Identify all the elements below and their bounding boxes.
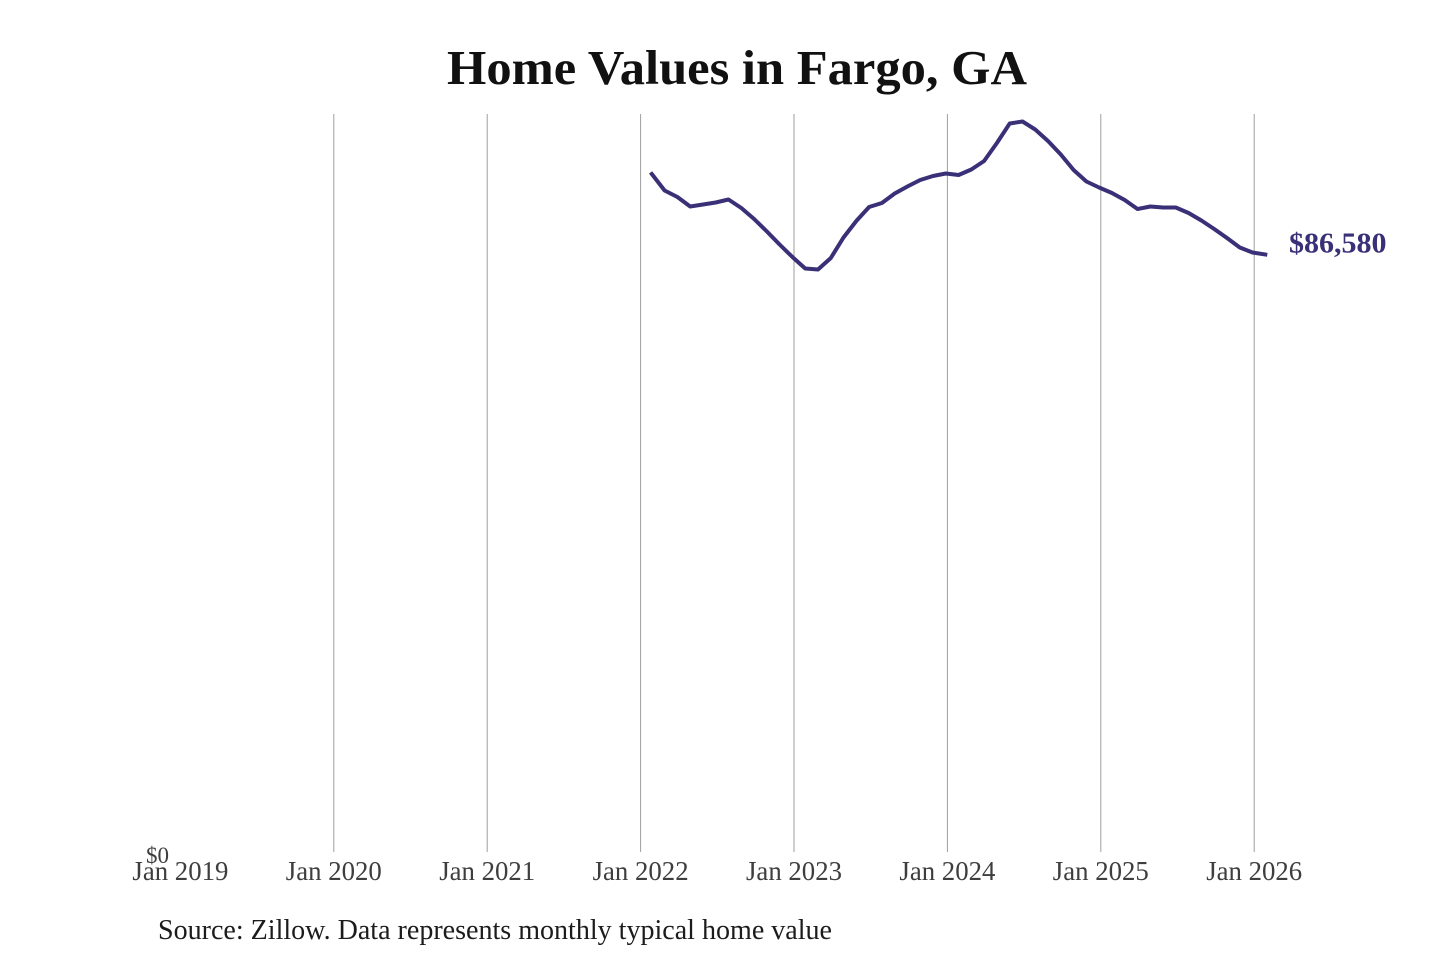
svg-text:Source: Zillow. Data represent: Source: Zillow. Data represents monthly … <box>158 915 832 946</box>
svg-text:Jan 2021: Jan 2021 <box>439 856 535 886</box>
svg-text:$86,580: $86,580 <box>1289 228 1387 260</box>
svg-text:Jan 2023: Jan 2023 <box>746 856 842 886</box>
svg-text:Jan 2019: Jan 2019 <box>132 856 228 886</box>
svg-text:Jan 2025: Jan 2025 <box>1053 856 1149 886</box>
svg-text:$0: $0 <box>146 843 169 868</box>
svg-text:Home Values in Fargo, GA: Home Values in Fargo, GA <box>447 40 1028 95</box>
svg-text:Jan 2026: Jan 2026 <box>1206 856 1302 886</box>
svg-text:Jan 2024: Jan 2024 <box>899 856 995 886</box>
svg-text:Jan 2020: Jan 2020 <box>286 856 382 886</box>
svg-text:Jan 2022: Jan 2022 <box>593 856 689 886</box>
